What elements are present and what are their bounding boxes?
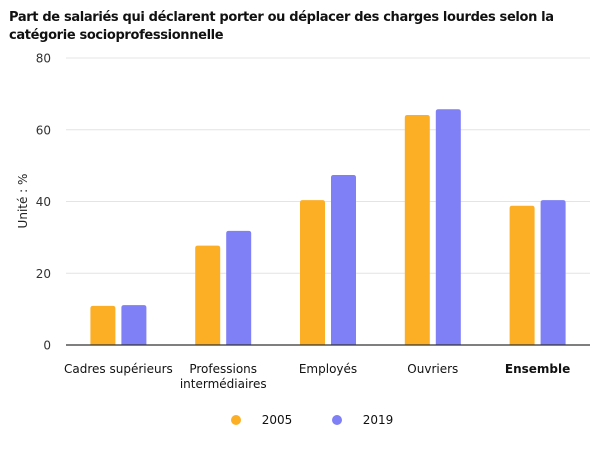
x-tick-label: Ouvriers bbox=[407, 362, 458, 376]
bar-2005-4 bbox=[509, 205, 535, 345]
bar-2005-2 bbox=[300, 200, 325, 345]
bar-2019-1 bbox=[226, 230, 252, 345]
bars bbox=[90, 109, 566, 346]
bar-2005-1 bbox=[195, 245, 221, 345]
legend: 2005 2019 bbox=[231, 413, 393, 427]
legend-label: 2005 bbox=[262, 413, 293, 427]
gridlines bbox=[66, 57, 590, 274]
x-tick-label: Employés bbox=[299, 362, 357, 376]
x-tick-label: Ensemble bbox=[505, 362, 570, 376]
x-tick-label: Cadres supérieurs bbox=[64, 362, 173, 376]
bar-2019-2 bbox=[331, 174, 356, 345]
legend-item-2005[interactable]: 2005 bbox=[231, 413, 292, 427]
legend-item-2019[interactable]: 2019 bbox=[332, 413, 393, 427]
bar-2019-0 bbox=[121, 305, 147, 345]
y-tick-label: 60 bbox=[36, 123, 51, 137]
bar-2005-3 bbox=[404, 115, 430, 345]
legend-label: 2019 bbox=[363, 413, 394, 427]
chart-title: Part de salariés qui déclarent porter ou… bbox=[9, 10, 554, 43]
bar-2005-0 bbox=[90, 305, 116, 345]
y-tick-label: 0 bbox=[43, 339, 51, 353]
y-axis-label: Unité : % bbox=[16, 174, 30, 229]
y-tick-label: 40 bbox=[36, 195, 51, 209]
y-axis-ticks: 0 20 40 60 80 bbox=[36, 52, 51, 353]
y-tick-label: 80 bbox=[36, 52, 51, 66]
bar-2019-4 bbox=[540, 200, 566, 345]
y-tick-label: 20 bbox=[36, 267, 51, 281]
x-tick-label: Professions intermédiaires bbox=[180, 362, 267, 391]
x-axis-ticks: Cadres supérieurs Professions intermédiair… bbox=[64, 362, 570, 391]
legend-swatch bbox=[332, 415, 342, 425]
bar-2019-3 bbox=[435, 109, 461, 346]
legend-swatch bbox=[231, 415, 241, 425]
